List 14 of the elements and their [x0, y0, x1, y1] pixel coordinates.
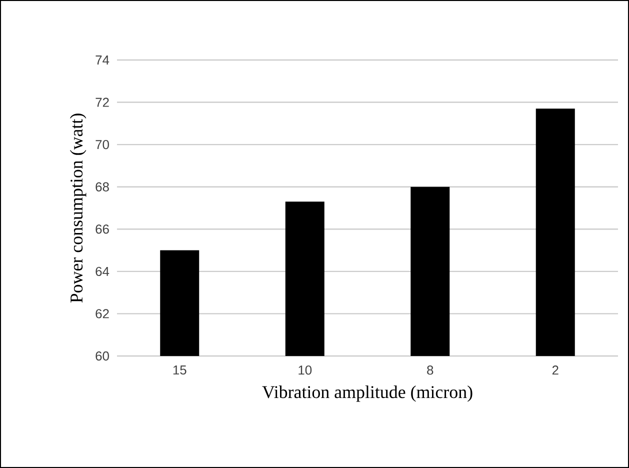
y-tick-label: 72: [96, 98, 109, 107]
y-tick-label: 68: [96, 182, 109, 192]
y-tick-label: 70: [96, 140, 109, 150]
y-tick-label: 64: [96, 266, 110, 276]
x-tick-label: 10: [298, 366, 312, 375]
y-tick-label: 66: [96, 224, 109, 234]
x-axis-title: Vibration amplitude (micron): [262, 386, 472, 402]
y-tick-label: 74: [96, 56, 110, 64]
y-tick-label: 60: [96, 351, 109, 361]
y-tick-label: 62: [96, 309, 109, 318]
y-axis-title: Power consumption (watt): [70, 114, 86, 303]
x-tick-label: 8: [427, 366, 434, 375]
x-tick-label: 2: [552, 366, 558, 375]
x-tick-label: 15: [173, 366, 186, 375]
